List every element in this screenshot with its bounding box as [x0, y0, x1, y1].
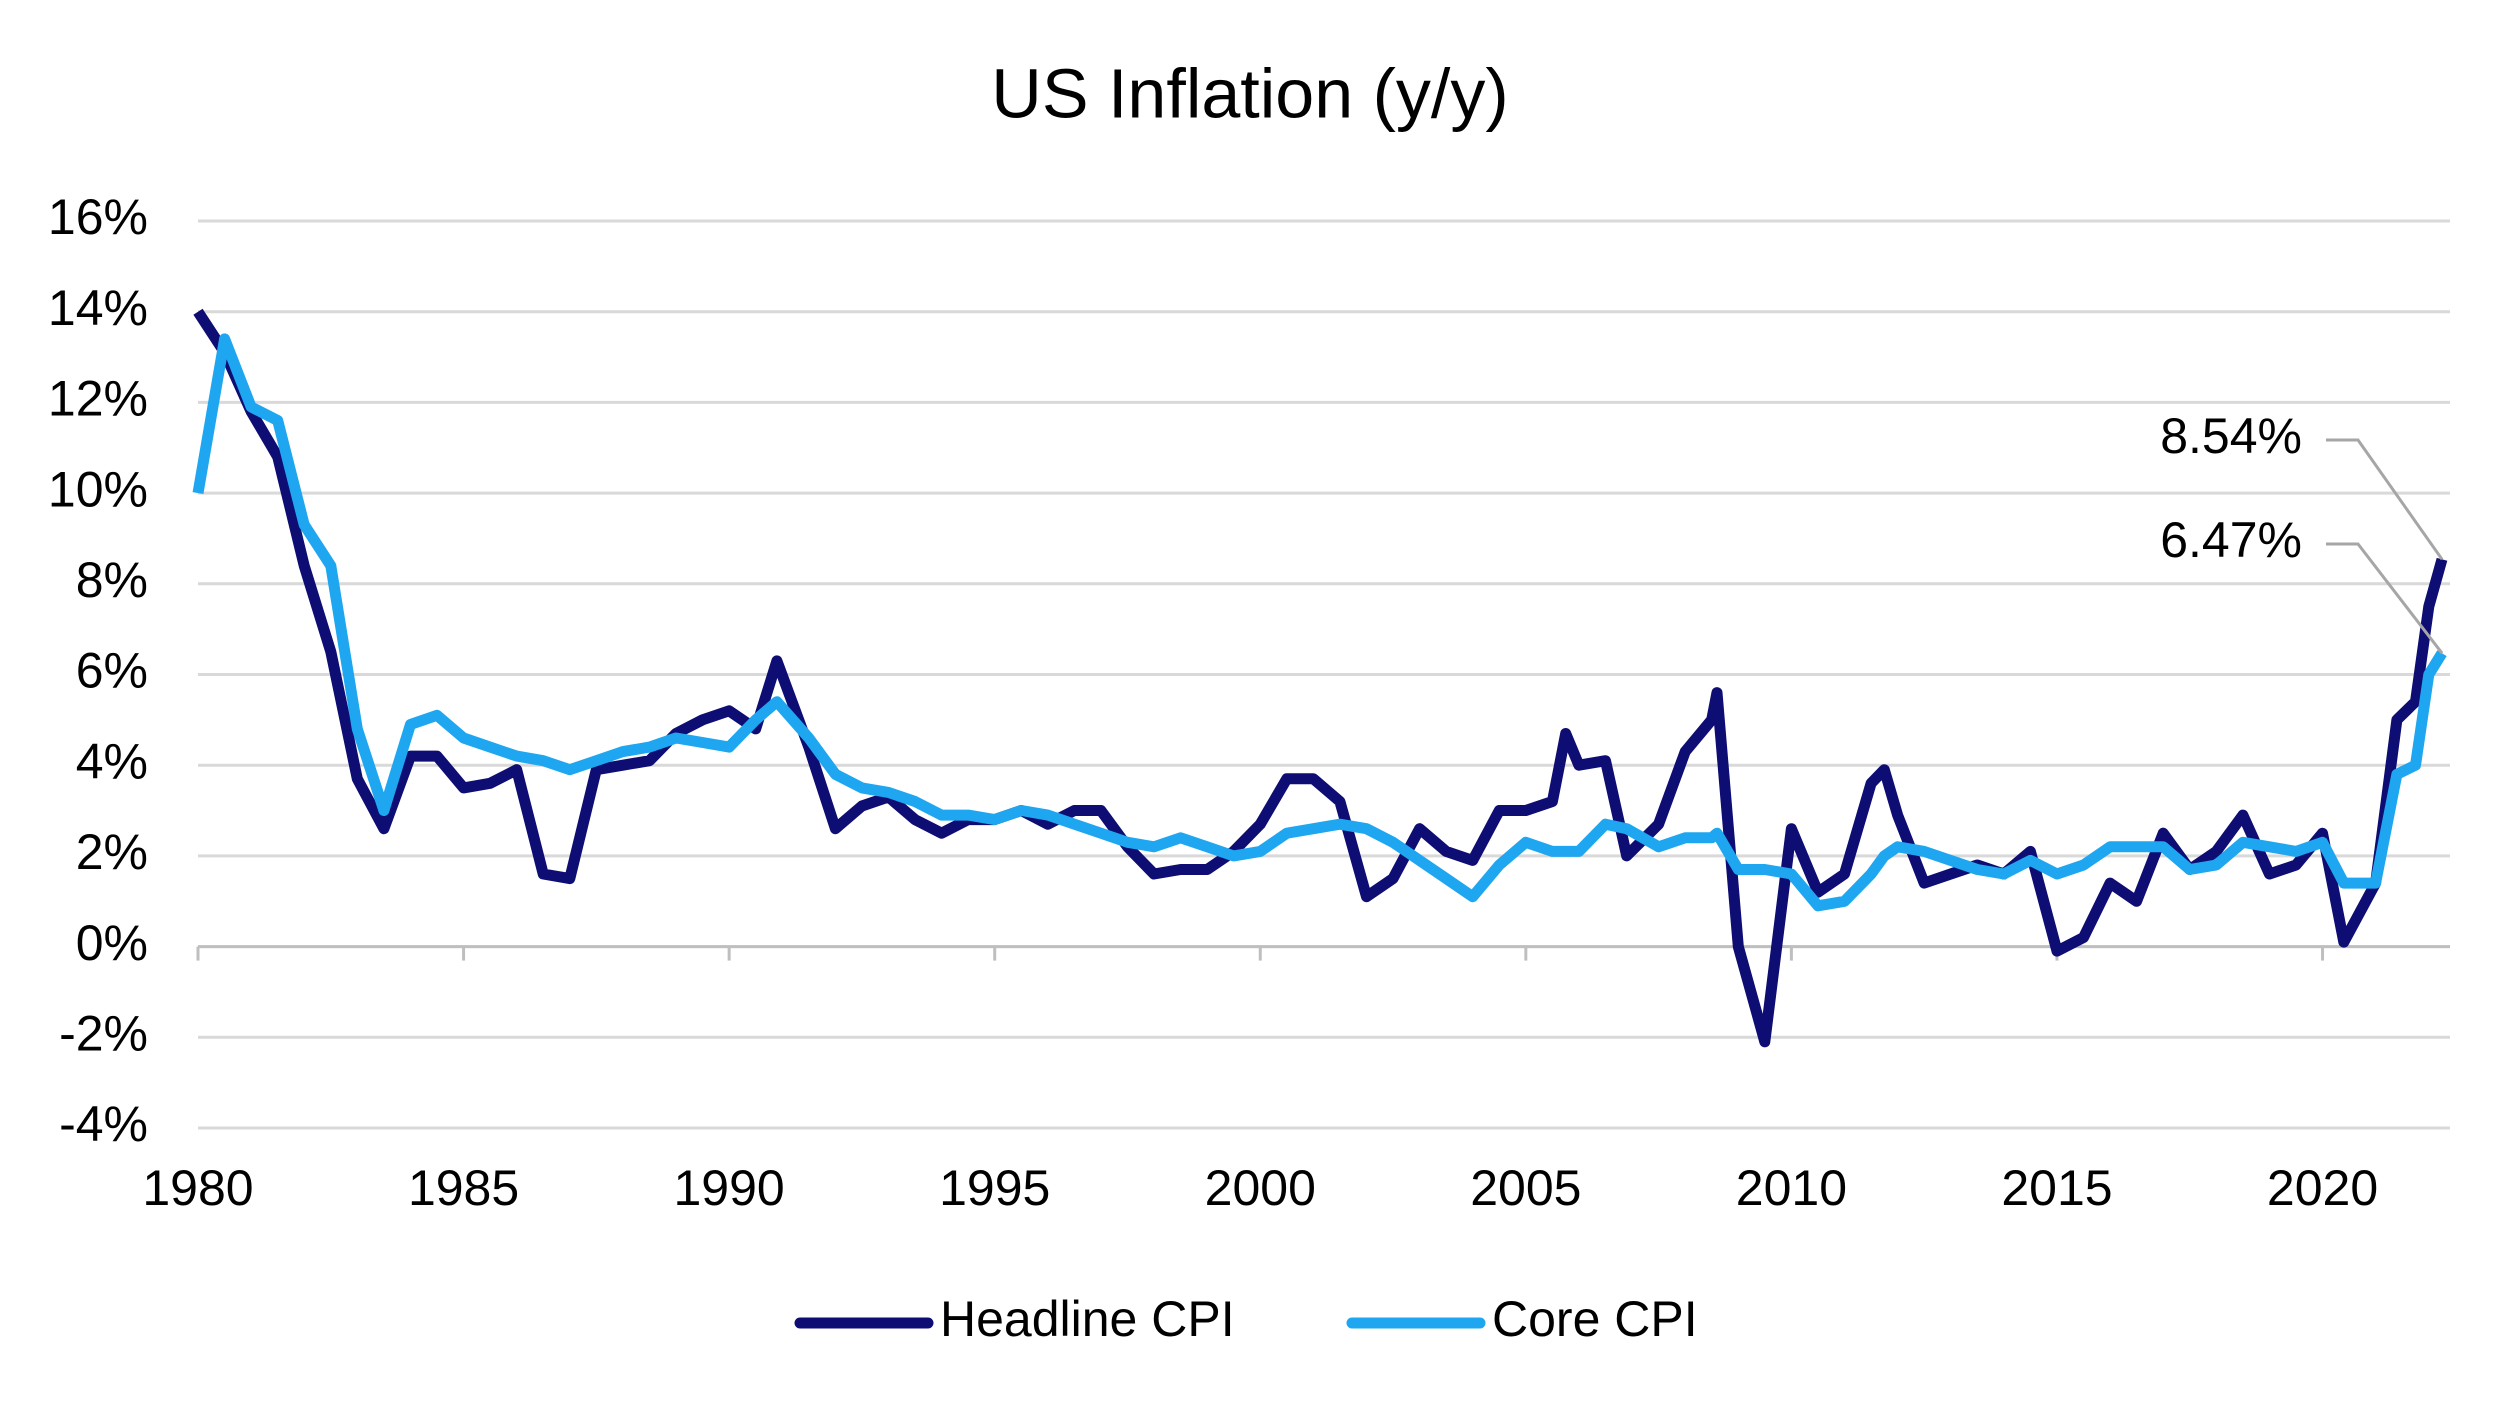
x-tick-label: 2005	[1470, 1160, 1581, 1216]
y-tick-label: 6%	[76, 643, 148, 699]
y-tick-label: -4%	[59, 1096, 148, 1152]
legend-label: Headline CPI	[940, 1291, 1235, 1347]
x-tick-label: 1990	[674, 1160, 785, 1216]
y-tick-label: 0%	[76, 915, 148, 971]
legend-label: Core CPI	[1492, 1291, 1698, 1347]
x-tick-label: 1980	[142, 1160, 253, 1216]
end-label: 8.54%	[2160, 408, 2302, 464]
x-tick-label: 2020	[2267, 1160, 2378, 1216]
x-tick-label: 1985	[408, 1160, 519, 1216]
x-tick-label: 2000	[1205, 1160, 1316, 1216]
end-label: 6.47%	[2160, 512, 2302, 568]
y-tick-label: 8%	[76, 552, 148, 608]
leader-line	[2326, 542, 2444, 655]
series-line	[193, 308, 2448, 1048]
leader-line	[2326, 438, 2444, 561]
y-tick-label: 4%	[76, 733, 148, 789]
y-tick-label: 10%	[48, 461, 148, 517]
y-tick-label: -2%	[59, 1006, 148, 1062]
chart-title: US Inflation (y/y)	[991, 54, 1508, 132]
x-tick-label: 2010	[1736, 1160, 1847, 1216]
y-tick-label: 12%	[48, 371, 148, 427]
series-line	[192, 333, 2447, 912]
y-tick-label: 14%	[48, 280, 148, 336]
x-tick-label: 2015	[2001, 1160, 2112, 1216]
y-tick-label: 2%	[76, 824, 148, 880]
y-tick-label: 16%	[48, 189, 148, 245]
x-tick-label: 1995	[939, 1160, 1050, 1216]
